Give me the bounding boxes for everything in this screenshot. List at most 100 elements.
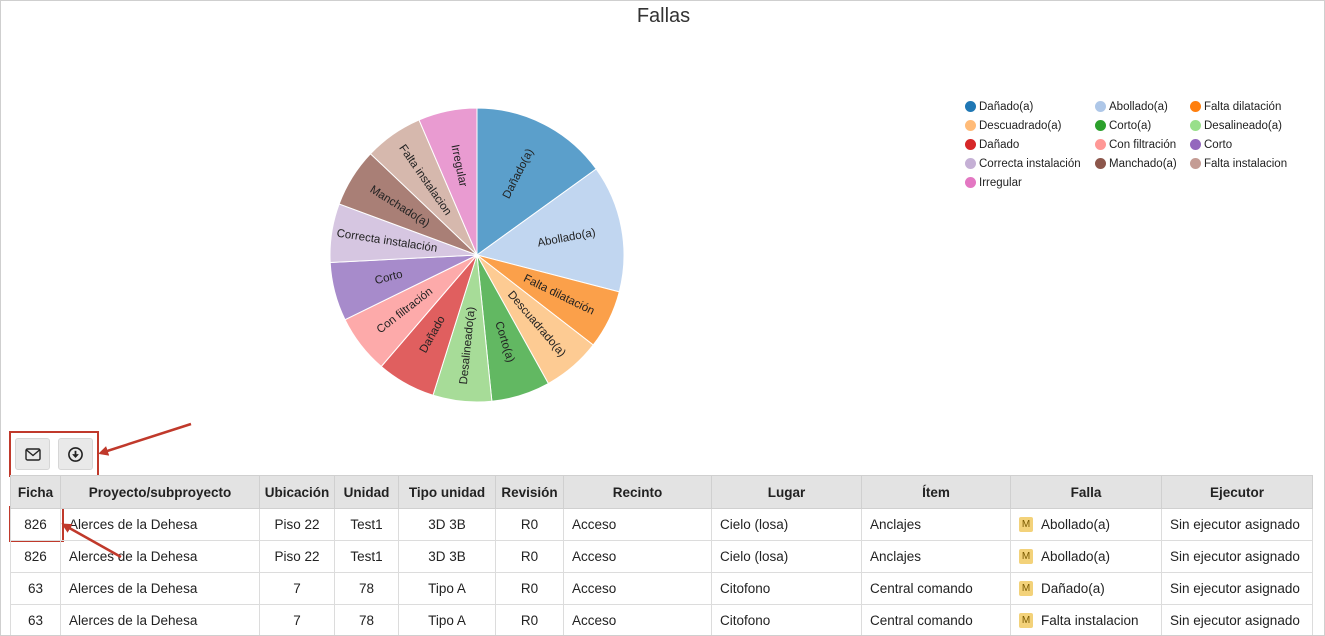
ficha-link[interactable]: 826 <box>10 540 61 573</box>
legend-label: Falta dilatación <box>1204 100 1282 113</box>
pie-chart: Dañado(a)Abollado(a)Falta dilataciónDesc… <box>329 107 625 403</box>
legend-item[interactable]: Corto <box>1190 136 1305 153</box>
cell-ejecutor: Sin ejecutor asignado <box>1161 508 1313 541</box>
legend-label: Correcta instalación <box>979 157 1081 170</box>
cell-unidad: 78 <box>334 604 399 635</box>
cell-proyecto: Alerces de la Dehesa <box>60 604 260 635</box>
col-header-revision[interactable]: Revisión <box>495 475 564 509</box>
pie-slice[interactable] <box>475 168 625 293</box>
col-header-proyecto[interactable]: Proyecto/subproyecto <box>60 475 260 509</box>
legend-item[interactable]: Falta instalacion <box>1190 155 1305 172</box>
table-toolbar <box>15 438 93 470</box>
cell-revision: R0 <box>495 540 564 573</box>
chart-legend: Dañado(a) Abollado(a) Falta dilatación Desc… <box>965 98 1305 191</box>
pie-slice[interactable] <box>476 107 597 256</box>
priority-badge: M <box>1019 549 1033 565</box>
ficha-link[interactable]: 63 <box>10 572 61 605</box>
legend-label: Abollado(a) <box>1109 100 1168 113</box>
legend-swatch <box>965 139 976 150</box>
col-header-lugar[interactable]: Lugar <box>711 475 862 509</box>
table-header-row: Ficha Proyecto/subproyecto Ubicación Uni… <box>10 475 1313 509</box>
cell-falla: M Abollado(a) <box>1010 508 1162 541</box>
cell-unidad: Test1 <box>334 508 399 541</box>
col-header-recinto[interactable]: Recinto <box>563 475 712 509</box>
legend-item[interactable]: Irregular <box>965 174 1095 191</box>
cell-recinto: Acceso <box>563 540 712 573</box>
legend-swatch <box>1190 139 1201 150</box>
legend-label: Descuadrado(a) <box>979 119 1062 132</box>
fallas-table: Ficha Proyecto/subproyecto Ubicación Uni… <box>10 475 1313 635</box>
legend-label: Corto(a) <box>1109 119 1152 132</box>
legend-item[interactable]: Falta dilatación <box>1190 98 1305 115</box>
legend-swatch <box>1095 158 1106 169</box>
legend-item[interactable]: Abollado(a) <box>1095 98 1190 115</box>
cell-falla: M Abollado(a) <box>1010 540 1162 573</box>
cell-lugar: Citofono <box>711 572 862 605</box>
legend-swatch <box>1190 120 1201 131</box>
ficha-link[interactable]: 63 <box>10 604 61 635</box>
toolbar-highlight-box <box>9 431 99 477</box>
falla-text: Abollado(a) <box>1041 516 1111 532</box>
cell-ubicacion: Piso 22 <box>259 508 335 541</box>
legend-item[interactable]: Manchado(a) <box>1095 155 1190 172</box>
cell-ubicacion: 7 <box>259 604 335 635</box>
col-header-ubicacion[interactable]: Ubicación <box>259 475 335 509</box>
legend-item[interactable]: Corto(a) <box>1095 117 1190 134</box>
ficha-link[interactable]: 826 <box>10 508 61 541</box>
cell-lugar: Cielo (losa) <box>711 540 862 573</box>
legend-item[interactable]: Dañado(a) <box>965 98 1095 115</box>
legend-label: Corto <box>1204 138 1233 151</box>
col-header-ficha[interactable]: Ficha <box>10 475 61 509</box>
priority-badge: M <box>1019 613 1033 629</box>
col-header-tipo-unidad[interactable]: Tipo unidad <box>398 475 496 509</box>
legend-swatch <box>1190 101 1201 112</box>
legend-swatch <box>965 120 976 131</box>
priority-badge: M <box>1019 517 1033 533</box>
col-header-ejecutor[interactable]: Ejecutor <box>1161 475 1313 509</box>
cell-ubicacion: 7 <box>259 572 335 605</box>
legend-item[interactable]: Descuadrado(a) <box>965 117 1095 134</box>
table-row: 826 Alerces de la Dehesa Piso 22 Test1 3… <box>10 540 1313 573</box>
falla-text: Falta instalacion <box>1041 612 1139 628</box>
col-header-item[interactable]: Ítem <box>861 475 1011 509</box>
cell-item: Central comando <box>861 604 1011 635</box>
legend-label: Falta instalacion <box>1204 157 1288 170</box>
cell-revision: R0 <box>495 508 564 541</box>
table-row: 826 Alerces de la Dehesa Piso 22 Test1 3… <box>10 508 1313 541</box>
legend-label: Dañado(a) <box>979 100 1034 113</box>
pie-slice[interactable] <box>418 107 478 256</box>
legend-item[interactable]: Dañado <box>965 136 1095 153</box>
col-header-unidad[interactable]: Unidad <box>334 475 399 509</box>
cell-tipo-unidad: 3D 3B <box>398 540 496 573</box>
legend-item[interactable]: Correcta instalación <box>965 155 1095 172</box>
email-button[interactable] <box>15 438 50 470</box>
legend-item[interactable]: Desalineado(a) <box>1190 117 1305 134</box>
envelope-icon <box>24 447 41 461</box>
priority-badge: M <box>1019 581 1033 597</box>
cell-item: Anclajes <box>861 540 1011 573</box>
legend-label: Desalineado(a) <box>1204 119 1282 132</box>
cell-recinto: Acceso <box>563 508 712 541</box>
cell-tipo-unidad: 3D 3B <box>398 508 496 541</box>
chart-title: Fallas <box>636 5 691 27</box>
cell-ubicacion: Piso 22 <box>259 540 335 573</box>
cell-recinto: Acceso <box>563 572 712 605</box>
legend-swatch <box>1095 120 1106 131</box>
legend-swatch <box>1190 158 1201 169</box>
legend-item[interactable]: Con filtración <box>1095 136 1190 153</box>
cell-ejecutor: Sin ejecutor asignado <box>1161 572 1313 605</box>
cell-lugar: Citofono <box>711 604 862 635</box>
cell-revision: R0 <box>495 572 564 605</box>
table-row: 63 Alerces de la Dehesa 7 78 Tipo A R0 A… <box>10 604 1313 635</box>
cell-proyecto: Alerces de la Dehesa <box>60 508 260 541</box>
cell-proyecto: Alerces de la Dehesa <box>60 540 260 573</box>
cell-recinto: Acceso <box>563 604 712 635</box>
col-header-falla[interactable]: Falla <box>1010 475 1162 509</box>
table-row: 63 Alerces de la Dehesa 7 78 Tipo A R0 A… <box>10 572 1313 605</box>
download-button[interactable] <box>58 438 93 470</box>
legend-label: Dañado <box>979 138 1020 151</box>
legend-swatch <box>965 101 976 112</box>
cell-lugar: Cielo (losa) <box>711 508 862 541</box>
legend-swatch <box>1095 101 1106 112</box>
